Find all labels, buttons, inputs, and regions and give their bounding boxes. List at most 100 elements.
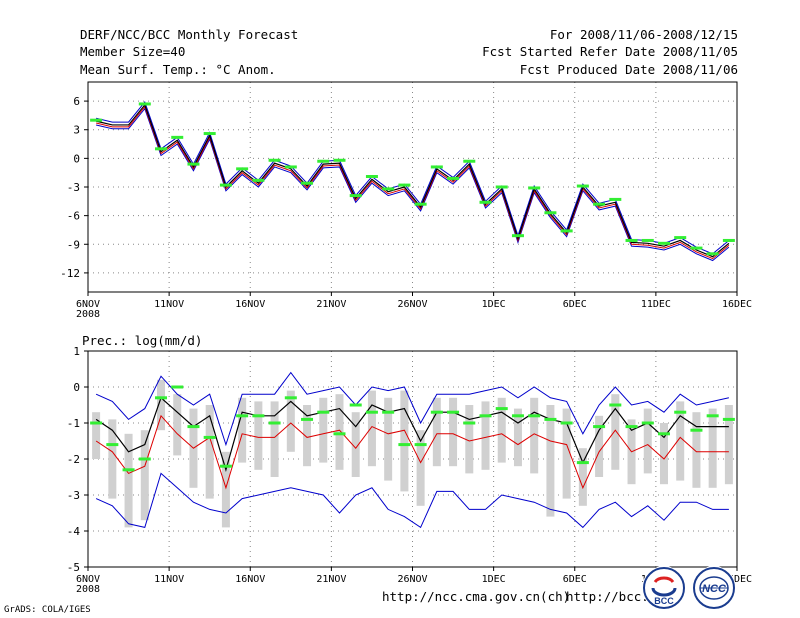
chart-title: DERF/NCC/BCC Monthly Forecast — [80, 27, 299, 42]
spread-box — [546, 405, 555, 517]
observed-marker — [576, 184, 589, 188]
spread-box — [384, 397, 393, 481]
observed-marker — [398, 183, 411, 187]
spread-box — [140, 430, 149, 521]
spread-box — [108, 419, 117, 499]
x-tick-label: 6NOV — [76, 574, 100, 585]
observed-marker — [317, 410, 330, 414]
observed-marker — [349, 194, 362, 198]
y-tick-label: -2 — [67, 453, 80, 466]
y-tick-label: 6 — [73, 95, 80, 108]
observed-marker — [722, 238, 735, 242]
x-tick-label: 11NOV — [154, 574, 184, 585]
spread-box — [92, 412, 101, 459]
observed-marker — [511, 414, 524, 418]
observed-marker — [252, 178, 265, 182]
observed-marker — [106, 443, 119, 447]
observed-marker — [171, 135, 184, 139]
series-black-line — [95, 396, 729, 472]
x-tick-label: 1DEC — [482, 299, 506, 310]
spread-box — [465, 405, 474, 474]
panel-2: 6NOV200811NOV16NOV21NOV26NOV1DEC6DEC11DE… — [67, 345, 752, 595]
bcc-url[interactable]: http://bcc. — [566, 589, 649, 604]
y-tick-label: -3 — [67, 489, 80, 502]
x-tick-year: 2008 — [76, 584, 100, 595]
x-tick-year: 2008 — [76, 309, 100, 320]
spread-box — [708, 408, 717, 488]
observed-marker — [593, 425, 606, 429]
y-tick-label: 3 — [73, 124, 80, 137]
x-tick-label: 6NOV — [76, 299, 100, 310]
observed-marker — [398, 443, 411, 447]
observed-marker — [641, 421, 654, 425]
spread-box — [692, 412, 701, 488]
observed-marker — [657, 241, 670, 245]
y-tick-label: -12 — [60, 267, 80, 280]
series-upper-line — [95, 371, 729, 447]
grads-credit: GrADS: COLA/IGES — [4, 605, 91, 615]
observed-marker — [301, 181, 314, 185]
observed-marker — [252, 414, 265, 418]
spread-box — [286, 390, 295, 452]
observed-marker — [511, 234, 524, 238]
observed-marker — [528, 414, 541, 418]
series-lower-line — [95, 107, 730, 262]
observed-marker — [674, 410, 687, 414]
x-tick-label: 16NOV — [235, 299, 265, 310]
x-tick-label: 11NOV — [154, 299, 184, 310]
ncc-url[interactable]: http://ncc.cma.gov.cn(ch) — [382, 589, 571, 604]
y-tick-label: -1 — [67, 417, 80, 430]
spread-box — [481, 401, 490, 470]
observed-marker — [317, 159, 330, 163]
spread-box — [449, 397, 458, 467]
observed-marker — [171, 385, 184, 389]
y-tick-label: 0 — [73, 152, 80, 165]
spread-box — [173, 394, 182, 456]
observed-marker — [463, 159, 476, 163]
y-tick-label: 1 — [73, 345, 80, 358]
member-size: Member Size=40 — [80, 44, 186, 59]
observed-marker — [349, 403, 362, 407]
observed-marker — [365, 175, 378, 178]
observed-marker — [236, 167, 249, 171]
ncc-logo-icon: NCC — [692, 566, 736, 610]
observed-marker — [528, 186, 541, 190]
spread-box — [595, 415, 604, 477]
observed-marker — [284, 165, 297, 169]
observed-marker — [414, 202, 427, 206]
observed-marker — [641, 238, 654, 242]
x-tick-label: 26NOV — [397, 574, 427, 585]
observed-marker — [609, 403, 622, 407]
spread-box — [400, 390, 409, 492]
series-lower-line — [95, 472, 729, 529]
observed-marker — [544, 417, 557, 421]
produced-date: Fcst Produced Date 2008/11/06 — [519, 62, 738, 77]
observed-marker — [138, 457, 151, 461]
observed-marker — [382, 410, 395, 414]
precip-title: Prec.: log(mm/d) — [82, 333, 202, 348]
observed-marker — [203, 132, 216, 136]
spread-box — [124, 433, 133, 528]
x-tick-label: 6DEC — [563, 574, 587, 585]
observed-marker — [674, 236, 687, 240]
x-tick-label: 21NOV — [316, 299, 346, 310]
observed-marker — [284, 396, 297, 400]
observed-marker — [155, 147, 168, 151]
spread-box — [643, 408, 652, 474]
series-red-line — [95, 414, 729, 490]
observed-marker — [268, 421, 281, 425]
observed-marker — [187, 162, 200, 166]
observed-marker — [219, 183, 232, 187]
observed-marker — [657, 432, 670, 436]
observed-marker — [593, 202, 606, 206]
spread-box — [562, 408, 571, 499]
observed-marker — [495, 407, 508, 411]
observed-marker — [560, 421, 573, 425]
ncc-logo-text: NCC — [702, 583, 727, 595]
x-tick-label: 21NOV — [316, 574, 346, 585]
spread-box — [530, 397, 539, 474]
observed-marker — [690, 428, 703, 432]
spread-box — [432, 397, 441, 467]
